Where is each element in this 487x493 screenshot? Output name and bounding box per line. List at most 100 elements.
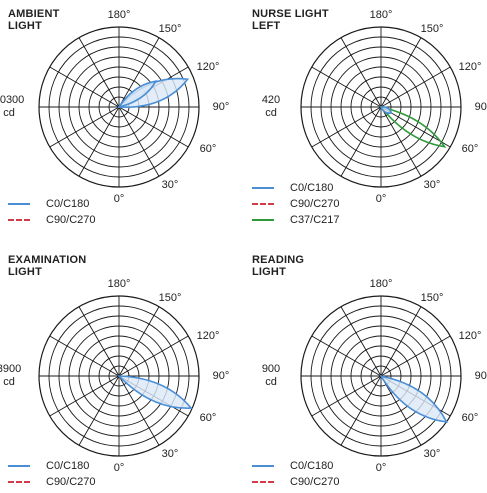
legend-swatch — [8, 465, 30, 467]
legend-swatch — [252, 465, 274, 467]
angle-label-120: 120° — [196, 61, 220, 73]
angle-label-0: 0° — [113, 462, 125, 474]
grid-spoke — [380, 66, 451, 108]
grid-spoke — [118, 106, 160, 177]
angle-label-0: 0° — [113, 193, 125, 205]
grid-spoke — [340, 306, 382, 377]
angle-label-30: 30° — [161, 179, 179, 191]
panel-title: EXAMINATION LIGHT — [8, 254, 87, 278]
intensity-curve-c0 — [379, 106, 393, 115]
legend-swatch — [252, 187, 274, 189]
max-intensity-label: 30300 cd — [0, 94, 25, 119]
grid-spoke — [311, 375, 382, 417]
angle-label-90: 90° — [474, 370, 487, 382]
legend-label: C90/C270 — [290, 198, 340, 210]
legend-label: C37/C217 — [290, 214, 340, 226]
legend-label: C0/C180 — [290, 182, 334, 194]
legend-item: C90/C270 — [8, 474, 96, 490]
angle-label-150: 150° — [158, 23, 182, 35]
legend-label: C0/C180 — [46, 198, 90, 210]
grid-spoke — [380, 306, 422, 377]
grid-spoke — [78, 37, 120, 108]
grid-spoke — [340, 37, 382, 108]
legend-item: C0/C180 — [252, 458, 340, 474]
angle-label-180: 180° — [369, 278, 393, 290]
legend: C0/C180 C90/C270 — [8, 458, 96, 490]
legend-swatch — [8, 219, 30, 221]
angle-label-30: 30° — [423, 179, 441, 191]
angle-label-120: 120° — [458, 330, 482, 342]
grid-spoke — [311, 335, 382, 377]
angle-label-0: 0° — [375, 193, 387, 205]
grid-spoke — [380, 37, 422, 108]
grid-spoke — [49, 106, 120, 148]
legend-label: C0/C180 — [46, 460, 90, 472]
grid-spoke — [380, 335, 451, 377]
grid-spoke — [118, 375, 160, 446]
legend-item: C90/C270 — [252, 196, 340, 212]
legend-swatch — [252, 203, 274, 205]
grid-spoke — [78, 106, 120, 177]
panel-title: NURSE LIGHT LEFT — [252, 8, 329, 32]
grid-spoke — [49, 375, 120, 417]
grid-spoke — [78, 375, 120, 446]
angle-label-150: 150° — [420, 292, 444, 304]
max-intensity-label: 3900 cd — [0, 363, 22, 388]
polar-grid-2 — [38, 295, 200, 457]
grid-spoke — [380, 375, 422, 446]
polar-panel-1: NURSE LIGHT LEFT 420 cd 180° 150° 120° 90° 60°… — [244, 0, 487, 246]
angle-label-150: 150° — [420, 23, 444, 35]
grid-spoke — [311, 106, 382, 148]
legend: C0/C180 C90/C270 — [8, 196, 96, 228]
angle-label-60: 60° — [461, 143, 479, 155]
intensity-curve-c0 — [117, 375, 193, 409]
angle-label-120: 120° — [196, 330, 220, 342]
grid-spoke — [311, 66, 382, 108]
polar-grid-1 — [300, 26, 462, 188]
angle-label-60: 60° — [461, 412, 479, 424]
polar-grid-3 — [300, 295, 462, 457]
legend-item: C37/C217 — [252, 212, 340, 228]
grid-spoke — [118, 306, 160, 377]
grid-spoke — [380, 106, 422, 177]
legend-item: C0/C180 — [252, 180, 340, 196]
legend-label: C90/C270 — [46, 214, 96, 226]
legend-item: C90/C270 — [8, 212, 96, 228]
angle-label-120: 120° — [458, 61, 482, 73]
angle-label-60: 60° — [199, 143, 217, 155]
legend-label: C90/C270 — [290, 476, 340, 488]
legend-swatch — [252, 219, 274, 221]
angle-label-0: 0° — [375, 462, 387, 474]
intensity-curve-c0 — [379, 374, 448, 423]
legend-item: C90/C270 — [252, 474, 340, 490]
grid-spoke — [118, 106, 189, 148]
angle-label-180: 180° — [369, 9, 393, 21]
panel-title: AMBIENT LIGHT — [8, 8, 60, 32]
panel-title: READING LIGHT — [252, 254, 305, 278]
polar-grid-0 — [38, 26, 200, 188]
grid-spoke — [49, 335, 120, 377]
grid-spoke — [340, 375, 382, 446]
angle-label-90: 90° — [212, 101, 230, 113]
legend-swatch — [252, 481, 274, 483]
angle-label-30: 30° — [161, 448, 179, 460]
grid-spoke — [340, 106, 382, 177]
polar-panel-0: AMBIENT LIGHT 30300 cd 180° 150° 120° 90° 60° 3… — [0, 0, 243, 246]
angle-label-180: 180° — [107, 9, 131, 21]
angle-label-60: 60° — [199, 412, 217, 424]
legend-item: C0/C180 — [8, 458, 96, 474]
legend: C0/C180 C90/C270 C37/C217 — [252, 180, 340, 228]
polar-panel-2: EXAMINATION LIGHT 3900 cd 180° 150° 120° 90° 6… — [0, 246, 243, 492]
legend-swatch — [8, 203, 30, 205]
legend: C0/C180 C90/C270 — [252, 458, 340, 490]
angle-label-30: 30° — [423, 448, 441, 460]
angle-label-150: 150° — [158, 292, 182, 304]
legend-label: C0/C180 — [290, 460, 334, 472]
grid-spoke — [118, 37, 160, 108]
legend-swatch — [8, 481, 30, 483]
angle-label-90: 90° — [212, 370, 230, 382]
angle-label-90: 90° — [474, 101, 487, 113]
intensity-curve-c37 — [378, 105, 447, 148]
max-intensity-label: 420 cd — [261, 94, 281, 119]
polar-panel-3: READING LIGHT 900 cd 180° 150° 120° 90° 60° 30°… — [244, 246, 487, 492]
